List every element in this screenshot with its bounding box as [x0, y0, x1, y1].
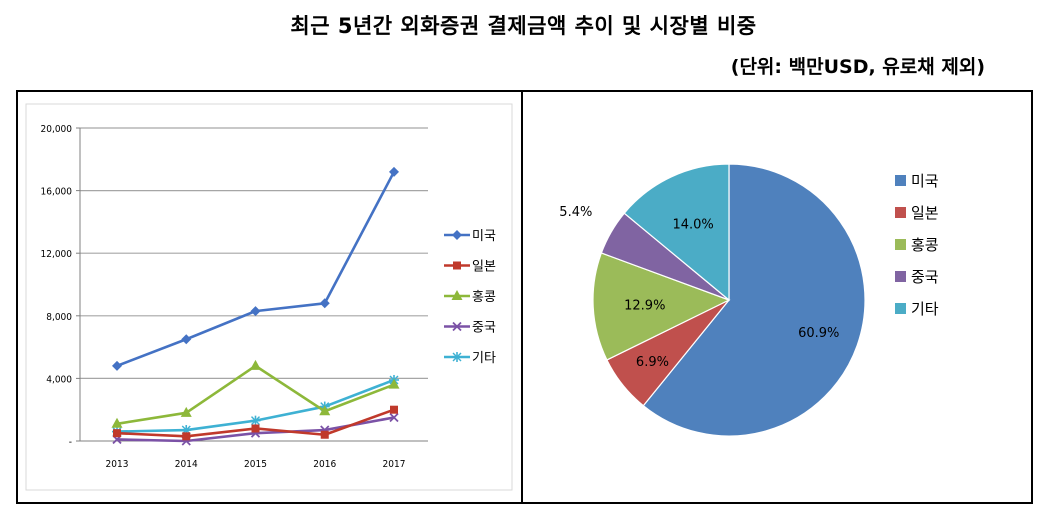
legend-marker [453, 261, 461, 270]
y-tick-label: 4,000 [46, 374, 72, 385]
pie-data-label: 60.9% [798, 326, 839, 341]
y-tick-label: 16,000 [41, 187, 73, 198]
legend-label: 중국 [472, 321, 496, 336]
data-point [388, 378, 400, 389]
x-tick-label: 2017 [383, 459, 406, 470]
data-point [181, 334, 192, 345]
x-tick-label: 2013 [106, 459, 129, 470]
legend-marker [451, 290, 463, 300]
pie-legend-label: 미국 [911, 172, 939, 190]
pie-legend-label: 일본 [911, 204, 939, 222]
legend-label: 일본 [472, 260, 496, 275]
legend-label: 기타 [472, 351, 496, 366]
data-point [319, 405, 331, 416]
chart-title: 최근 5년간 외화증권 결제금액 추이 및 시장별 비중 [290, 14, 757, 38]
pie-data-label: 5.4% [559, 205, 592, 220]
pie-data-label: 14.0% [672, 218, 713, 233]
legend-label: 미국 [472, 229, 496, 244]
data-point [250, 359, 261, 370]
data-point [389, 166, 399, 177]
legend-label: 홍콩 [472, 290, 496, 305]
pie-legend-label: 홍콩 [911, 236, 939, 254]
figure-frame [16, 90, 1033, 504]
x-tick-label: 2015 [244, 459, 267, 470]
x-tick-label: 2014 [175, 459, 198, 470]
data-point [320, 430, 329, 439]
pie-legend-swatch [895, 239, 906, 250]
pie-legend-swatch [895, 175, 906, 186]
y-tick-label: - [69, 437, 72, 448]
y-tick-label: 12,000 [41, 249, 73, 260]
legend-marker [452, 230, 462, 240]
data-point [112, 360, 122, 371]
y-tick-label: 20,000 [41, 124, 73, 135]
pie-data-label: 12.9% [624, 298, 665, 313]
panel-divider [521, 90, 523, 504]
data-point [319, 298, 330, 309]
pie-legend-swatch [895, 271, 906, 282]
data-point [111, 417, 123, 428]
data-point [389, 412, 399, 423]
legend-marker [452, 352, 462, 362]
pie-slice [623, 163, 730, 302]
y-tick-label: 8,000 [46, 312, 72, 323]
x-tick-label: 2016 [313, 459, 336, 470]
pie-legend-swatch [895, 207, 906, 218]
legend-marker [452, 321, 462, 332]
pie-slice [592, 252, 731, 361]
data-point [390, 405, 398, 414]
data-point [180, 406, 192, 417]
pie-legend-label: 기타 [911, 300, 939, 318]
pie-legend-swatch [895, 303, 906, 314]
pie-slice [642, 163, 866, 437]
pie-legend-label: 중국 [911, 268, 939, 286]
data-point [182, 432, 191, 441]
data-point [250, 306, 261, 317]
data-point [250, 415, 261, 426]
unit-label: (단위: 백만USD, 유로채 제외) [730, 56, 985, 78]
data-point [113, 429, 121, 438]
pie-data-label: 6.9% [636, 355, 669, 370]
data-point [251, 424, 260, 433]
chart-area-border [25, 103, 513, 491]
